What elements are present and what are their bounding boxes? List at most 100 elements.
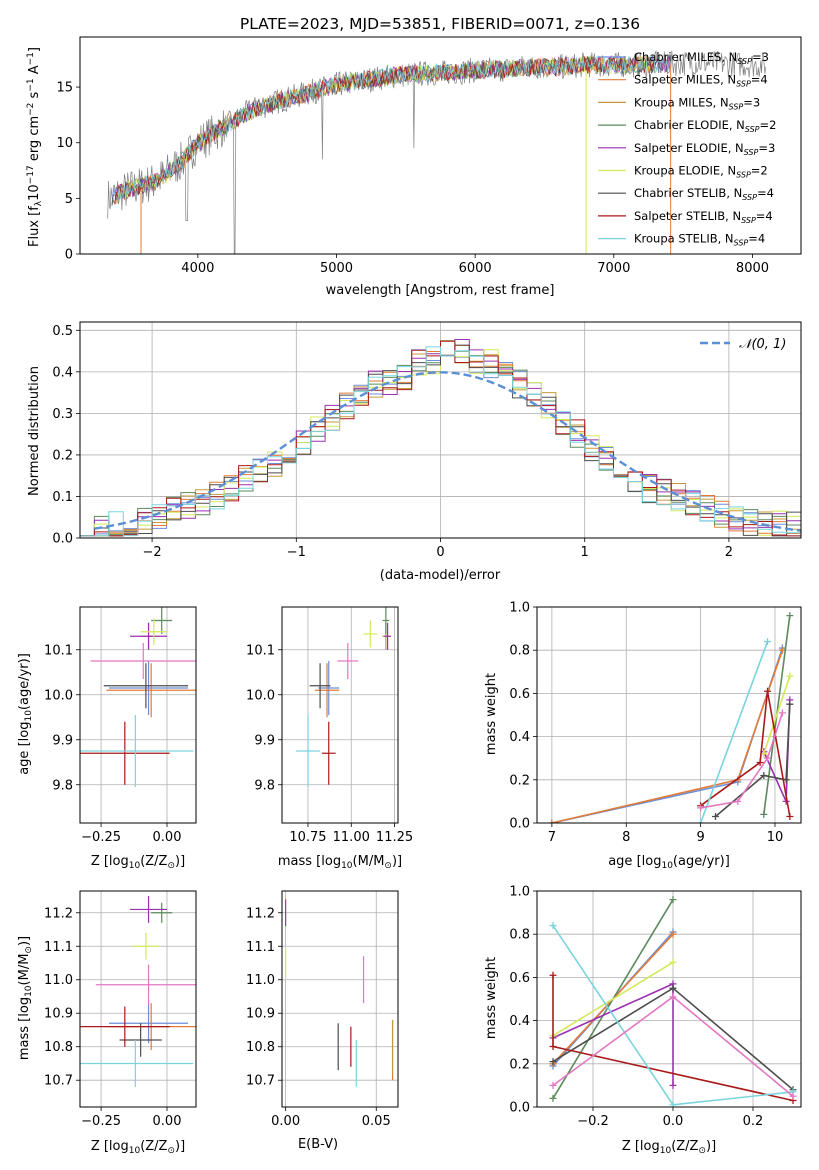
residual-histogram-8	[80, 346, 801, 538]
age-vs-metallicity-plot-area: −0.25 0.00 9.8 9.9 10.0 10.1	[44, 606, 197, 845]
age-vs-mass-plot-area: 10.75 11.00 11.25 9.8 9.9 10.0 10.1	[246, 606, 413, 845]
mass-weight-vs-age-marker-2-0	[760, 810, 768, 818]
mass-weight-vs-metallicity-marker-1-1	[669, 930, 677, 938]
mass-weight-vs-metallicity-marker-2-1	[669, 896, 677, 904]
mass-weight-vs-age-ytick-label-2: 0.4	[509, 730, 530, 745]
mass-weight-vs-metallicity-marker-6-0	[549, 971, 557, 979]
mass-vs-ebv-marks	[285, 899, 394, 1087]
age-vs-metallicity-frame	[79, 606, 197, 824]
mass-vs-ebv-panel: 0.00 0.05 10.7 10.8 10.9 11.0 11.1 11.2 E(B-V)	[246, 890, 399, 1152]
mass-vs-metallicity-ylabel: mass [log10(M/M⊙)]	[17, 936, 34, 1060]
mass-weight-vs-metallicity-marker-3-2	[669, 1081, 677, 1089]
mass-weight-vs-age-series-8	[700, 712, 784, 809]
spectrum-panel: PLATE=2023, MJD=53851, FIBERID=0071, z=0…	[26, 15, 802, 298]
residual-ytick-label-2: 0.2	[52, 448, 73, 463]
spectrum-model-line-7	[114, 55, 656, 205]
age-vs-mass-xtick-label-2: 11.25	[376, 830, 413, 845]
mass-weight-vs-age-frame	[536, 606, 802, 824]
mass-vs-ebv-xtick-label-1: 0.05	[362, 1114, 391, 1129]
mass-weight-vs-age-ytick-label-1: 0.2	[509, 773, 530, 788]
residual-ylabel: Normed distribution	[27, 366, 42, 496]
mass-weight-vs-metallicity-xlabel: Z [log10(Z/Z⊙)]	[622, 1139, 716, 1156]
mass-weight-vs-age-marks	[548, 612, 794, 823]
mass-weight-vs-metallicity-ytick-label-5: 1.0	[509, 885, 530, 900]
mass-vs-metallicity-xtick-label-1: 0.00	[153, 1114, 182, 1129]
mass-weight-vs-age-ylabel: mass weight	[484, 673, 499, 755]
spectrum-ytick-label-2: 10	[56, 136, 73, 151]
mass-vs-metallicity-ytick-label-2: 10.9	[44, 1007, 73, 1022]
mass-weight-vs-metallicity-panel: −0.2 0.0 0.2 0.0 0.2 0.4 0.6 0.8 1.0 Z [log10(Z/…	[484, 885, 802, 1156]
mass-vs-metallicity-marks	[80, 896, 196, 1087]
mass-weight-vs-age-marker-1-0	[548, 819, 556, 823]
mass-vs-ebv-xlabel: E(B-V)	[298, 1137, 338, 1152]
mass-vs-metallicity-xlabel: Z [log10(Z/Z⊙)]	[91, 1139, 185, 1156]
age-vs-metallicity-ytick-label-1: 9.9	[52, 733, 73, 748]
residual-legend-label: 𝒩(0, 1)	[739, 337, 786, 352]
spectrum-frame	[79, 36, 802, 255]
mass-weight-vs-metallicity-ylabel: mass weight	[484, 957, 499, 1039]
mass-weight-vs-metallicity-marker-8-1	[669, 993, 677, 1001]
mass-weight-vs-age-series-5	[714, 704, 791, 818]
spectrum-ytick-label-3: 15	[56, 81, 73, 96]
age-vs-metallicity-marks	[80, 607, 196, 787]
mass-weight-vs-age-series-6	[700, 691, 791, 817]
age-vs-mass-ytick-label-3: 10.1	[246, 643, 275, 658]
age-vs-metallicity-xtick-label-0: −0.25	[81, 830, 121, 845]
mass-vs-ebv-ytick-label-4: 11.1	[246, 940, 275, 955]
mass-weight-vs-age-series-7	[699, 641, 769, 823]
mass-weight-vs-metallicity-ytick-label-2: 0.4	[509, 1014, 530, 1029]
mass-weight-vs-metallicity-marker-4-1	[669, 958, 677, 966]
mass-vs-ebv-ytick-label-0: 10.7	[246, 1074, 275, 1089]
residual-ytick-label-4: 0.4	[52, 365, 73, 380]
mass-weight-vs-metallicity-marker-5-0	[549, 1058, 557, 1066]
mass-vs-metallicity-ytick-label-4: 11.1	[44, 940, 73, 955]
mass-weight-vs-age-ytick-label-3: 0.6	[509, 687, 530, 702]
figure-title: PLATE=2023, MJD=53851, FIBERID=0071, z=0…	[240, 15, 640, 33]
mass-vs-ebv-ytick-label-5: 11.2	[246, 906, 275, 921]
normal-curve	[94, 371, 801, 532]
mass-weight-vs-metallicity-ytick-label-1: 0.2	[509, 1057, 530, 1072]
age-vs-mass-panel: 10.75 11.00 11.25 9.8 9.9 10.0 10.1 mass [log1…	[246, 606, 413, 871]
mass-weight-vs-metallicity-xtick-label-2: 0.2	[743, 1114, 764, 1129]
residual-xlabel: (data-model)/error	[380, 568, 501, 583]
mass-vs-ebv-ytick-label-3: 11.0	[246, 973, 275, 988]
age-vs-metallicity-panel: −0.25 0.009.89.910.010.1 Z [log10(Z/Z⊙)] …	[17, 606, 197, 871]
mass-weight-vs-age-marker-6-1	[756, 759, 764, 767]
mass-weight-vs-age-marker-5-0	[711, 813, 719, 821]
mass-weight-vs-age-xtick-label-0: 7	[548, 830, 556, 845]
mass-vs-metallicity-ytick-label-0: 10.7	[44, 1074, 73, 1089]
age-vs-mass-ytick-label-0: 9.8	[254, 778, 275, 793]
spectrum-legend-entry-8: Kroupa STELIB, NSSP=4	[634, 232, 765, 248]
mass-weight-vs-age-marker-7-0	[697, 819, 705, 823]
age-vs-metallicity-xtick-label-1: 0.00	[153, 830, 182, 845]
age-vs-metallicity-ylabel: age [log10(age/yr)]	[17, 653, 34, 775]
age-vs-mass-xtick-label-0: 10.75	[289, 830, 326, 845]
spectrum-legend-entry-6: Chabrier STELIB, NSSP=4	[634, 186, 774, 202]
spectrum-marks	[107, 50, 767, 254]
mass-weight-vs-age-marker-7-1	[764, 638, 772, 646]
mass-weight-vs-metallicity-marker-7-1	[669, 1101, 677, 1107]
mass-vs-ebv-frame	[281, 890, 399, 1108]
mass-weight-vs-metallicity-marker-2-0	[549, 1094, 557, 1102]
mass-vs-metallicity-panel: −0.25 0.00 10.7 10.8 10.9 11.0 11.1 11.2 Z [log…	[17, 890, 197, 1156]
mass-weight-vs-age-ytick-label-5: 1.0	[509, 601, 530, 616]
mass-vs-ebv-plot-area: 0.00 0.05 10.7 10.8 10.9 11.0 11.1 11.2	[246, 890, 399, 1129]
age-vs-metallicity-xlabel: Z [log10(Z/Z⊙)]	[91, 854, 185, 871]
mass-weight-vs-age-ytick-label-0: 0.0	[509, 817, 530, 832]
residual-marks	[80, 339, 801, 538]
residual-xtick-label-3: 1	[581, 545, 589, 560]
mass-weight-vs-metallicity-marks	[549, 896, 797, 1107]
spectrum-ylabel: Flux [fλ10−17 erg cm−2 s−1 A−1]	[26, 47, 44, 247]
mass-vs-metallicity-plot-area: −0.25 0.00 10.7 10.8 10.9 11.0 11.1 11.2	[44, 890, 197, 1129]
spectrum-xlabel: wavelength [Angstrom, rest frame]	[326, 283, 555, 298]
mass-weight-vs-age-ytick-label-4: 0.8	[509, 644, 530, 659]
residual-ytick-label-5: 0.5	[52, 324, 73, 339]
spectrum-model-line-8	[117, 54, 670, 204]
spectrum-xtick-label-1: 5000	[320, 261, 353, 276]
residual-ytick-label-0: 0.0	[52, 532, 73, 547]
mass-weight-vs-age-marker-5-1	[760, 771, 768, 779]
spectrum-legend-entry-0: Chabrier MILES, NSSP=3	[634, 50, 769, 66]
spectrum-xtick-label-0: 4000	[181, 261, 214, 276]
mass-weight-vs-age-xtick-label-1: 8	[622, 830, 630, 845]
